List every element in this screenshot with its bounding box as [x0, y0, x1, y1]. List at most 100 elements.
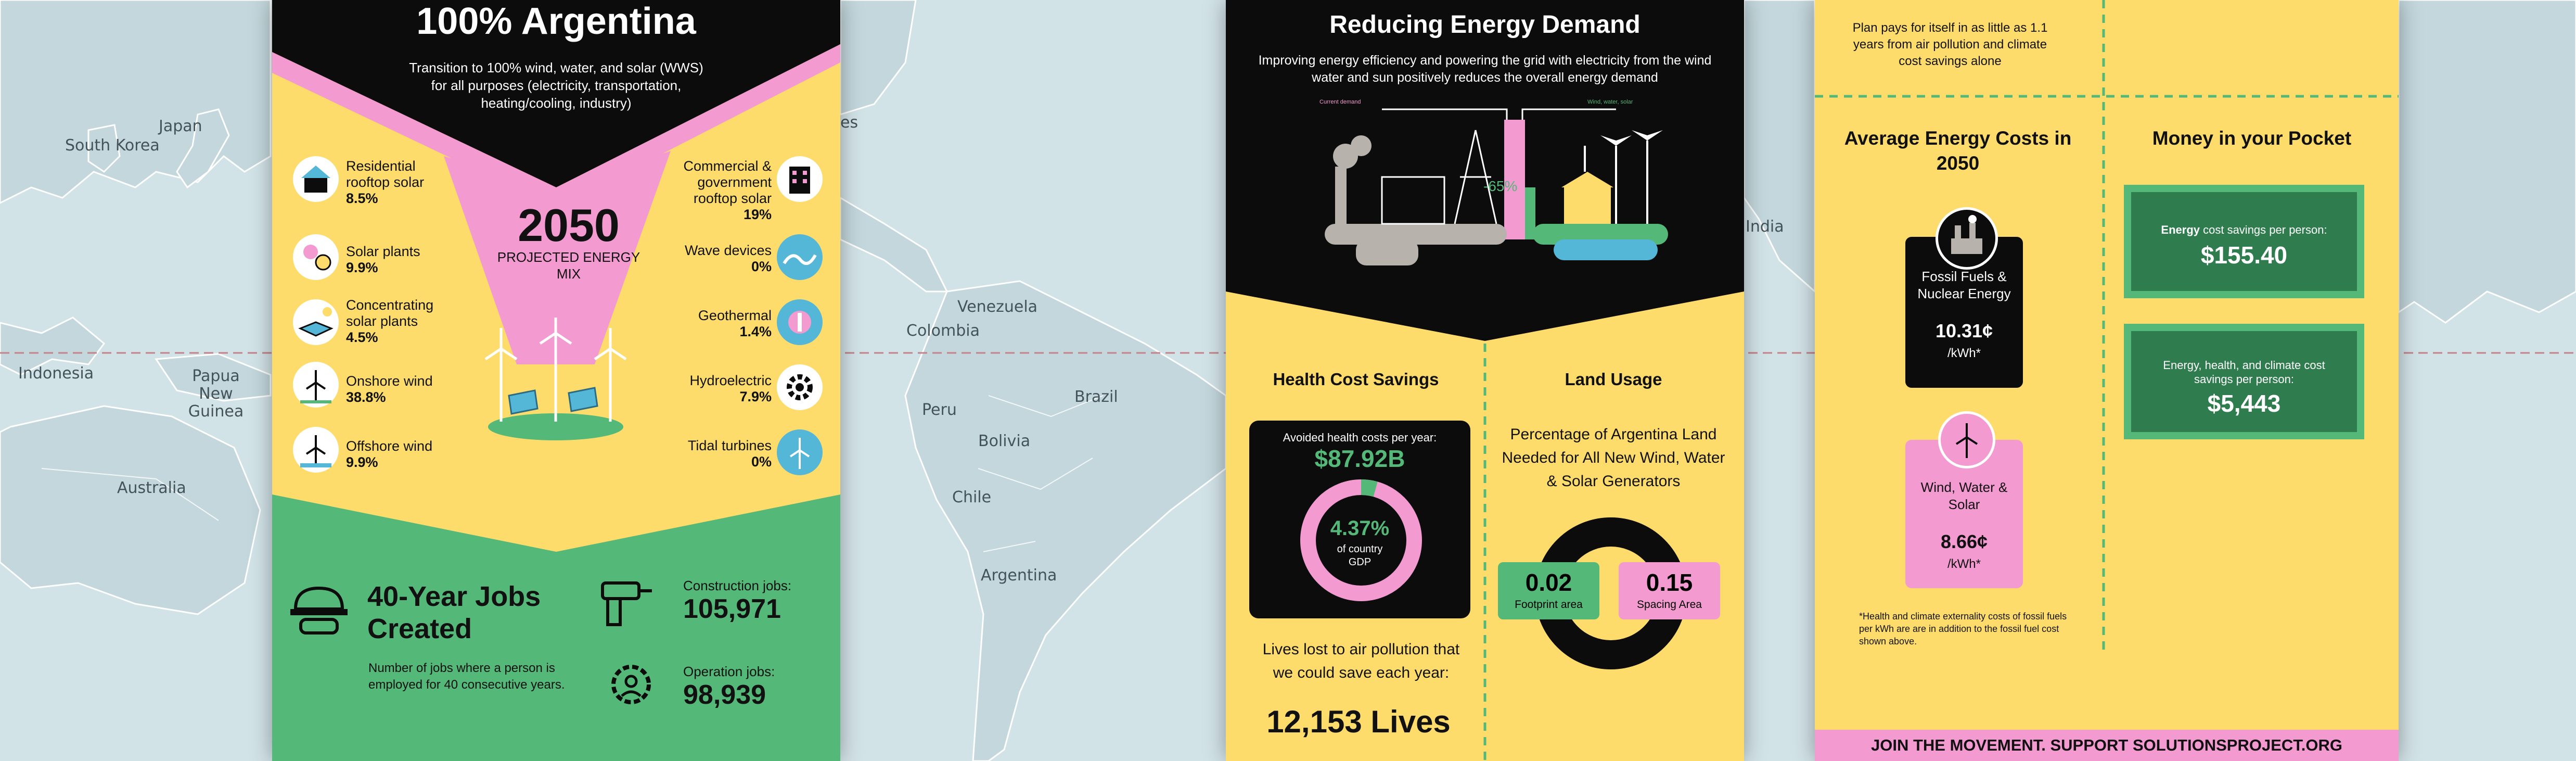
mix-item-commercial-rooftop-solar: Commercial & government rooftop solar 19%: [668, 156, 824, 222]
wind-turbine-icon: [1938, 411, 1995, 468]
map-label-es: es: [840, 113, 858, 132]
geothermal-icon: [777, 299, 823, 345]
item-value: 8.5%: [346, 191, 378, 206]
jobs-created-title: 40-Year Jobs Created: [367, 581, 541, 644]
mix-item-wave-devices: Wave devices 0%: [668, 234, 824, 284]
mix-item-residential-rooftop-solar: Residential rooftop solar 8.5%: [293, 156, 449, 206]
avoided-costs-value: $87.92B: [1314, 445, 1405, 472]
energy-demand-illustration: [1325, 108, 1668, 265]
cost-footnote: *Health and climate externality costs of…: [1859, 611, 2067, 646]
item-label: Offshore wind: [346, 438, 433, 454]
gdp-ring-chart: [1300, 479, 1422, 601]
payback-text: Plan pays for itself in as little as 1.1…: [1852, 21, 2048, 68]
mix-item-onshore-wind: Onshore wind 38.8%: [293, 362, 449, 411]
item-value: 19%: [743, 207, 772, 222]
gdp-label: of country GDP: [1337, 543, 1383, 568]
energy-savings-bold: Energy: [2161, 223, 2200, 236]
footprint-area-box: 0.02 Footprint area: [1498, 562, 1599, 619]
wind-solar-illustration: [484, 318, 627, 440]
construction-jobs-label: Construction jobs:: [683, 578, 792, 593]
africa-fragment: [839, 0, 917, 116]
map-label-papua-new-guinea: Papua New Guinea: [188, 367, 244, 421]
average-costs-heading: Average Energy Costs in 2050: [1844, 128, 2072, 174]
total-savings-value: $5,443: [2207, 390, 2281, 417]
legend-current-demand: Current demand: [1319, 99, 1361, 105]
avoided-costs-label: Avoided health costs per year:: [1283, 431, 1437, 444]
concentrating-solar-icon: [293, 299, 339, 345]
item-value: 38.8%: [346, 389, 386, 405]
projected-mix-year: 2050: [518, 199, 620, 251]
map-label-indonesia: Indonesia: [18, 364, 94, 383]
item-label: Hydroelectric: [689, 373, 772, 388]
indonesia-islands: [0, 316, 106, 376]
projected-mix-label: PROJECTED ENERGY MIX: [497, 249, 640, 282]
operation-gear-person-icon: [611, 665, 651, 704]
mix-item-hydroelectric: Hydroelectric 7.9%: [668, 364, 824, 414]
land-usage-heading: Land Usage: [1565, 370, 1662, 389]
operation-jobs-label: Operation jobs:: [683, 664, 775, 679]
map-label-venezuela: Venezuela: [957, 298, 1038, 316]
fossil-value: 10.31¢: [1935, 320, 1993, 341]
commercial-building-icon: [777, 156, 823, 202]
reducing-energy-demand-panel: Reducing Energy Demand Improving energy …: [1226, 0, 1744, 761]
mix-item-tidal-turbines: Tidal turbines 0%: [668, 429, 824, 479]
spacing-area-box: 0.15 Spacing Area: [1619, 562, 1720, 619]
energy-savings-card: Energy cost savings per person: $155.40: [2124, 185, 2364, 298]
factory-icon: [1936, 207, 1998, 270]
spacing-label: Spacing Area: [1637, 599, 1702, 611]
footprint-value: 0.02: [1525, 569, 1572, 596]
item-label: Wave devices: [684, 243, 772, 258]
japan-island: [176, 108, 230, 189]
central-america: [839, 196, 949, 293]
map-label-india: India: [1746, 218, 1784, 236]
map-label-peru: Peru: [922, 401, 957, 419]
lives-lost-text: Lives lost to air pollution that we coul…: [1262, 641, 1460, 681]
asia-right: [2398, 0, 2576, 324]
item-label: Commercial & government rooftop solar: [683, 158, 772, 206]
panel3-dividers: [1815, 0, 2399, 656]
item-label: Solar plants: [346, 244, 420, 259]
panel1-subtitle: Transition to 100% wind, water, and sola…: [409, 60, 703, 111]
south-america: [904, 280, 1227, 761]
drill-icon: [601, 581, 652, 626]
item-value: 0%: [751, 259, 772, 274]
item-value: 9.9%: [346, 260, 378, 275]
legend-wws: Wind, water, solar: [1587, 99, 1633, 105]
map-label-south-korea: South Korea: [65, 136, 160, 155]
operation-jobs-value: 98,939: [683, 680, 766, 710]
india-region: [1743, 0, 1816, 294]
fossil-label: Fossil Fuels & Nuclear Energy: [1917, 269, 2011, 301]
map-label-colombia: Colombia: [906, 322, 980, 340]
item-label: Residential rooftop solar: [346, 158, 425, 190]
energy-savings-label: cost savings per person:: [2200, 223, 2327, 236]
map-label-brazil: Brazil: [1074, 388, 1118, 406]
fossil-unit: /kWh*: [1947, 346, 1981, 360]
item-label: Tidal turbines: [687, 438, 772, 453]
papua-new-guinea: [155, 353, 272, 402]
mix-item-offshore-wind: Offshore wind 9.9%: [293, 427, 449, 476]
panel2-subtitle: Improving energy efficiency and powering…: [1258, 53, 1712, 85]
demand-reduction-percent: -65%: [1483, 178, 1518, 194]
offshore-wind-icon: [293, 427, 339, 473]
energy-costs-panel: Plan pays for itself in as little as 1.1…: [1815, 0, 2399, 761]
map-label-argentina: Argentina: [981, 566, 1057, 585]
jobs-description: Number of jobs where a person is employe…: [368, 661, 565, 692]
mix-item-geothermal: Geothermal 1.4%: [668, 299, 824, 349]
hard-hat-worker-icon: [290, 586, 348, 635]
hydro-gear-icon: [777, 364, 823, 410]
item-label: Onshore wind: [346, 373, 433, 389]
construction-jobs-value: 105,971: [683, 594, 781, 624]
solar-plant-icon: [293, 234, 339, 280]
map-label-bolivia: Bolivia: [978, 432, 1031, 450]
australia: [0, 405, 261, 615]
item-label: Concentrating solar plants: [346, 297, 434, 329]
mix-item-solar-plants: Solar plants 9.9%: [293, 234, 449, 284]
total-savings-card: Energy, health, and climate cost savings…: [2124, 324, 2364, 439]
gdp-percent: 4.37%: [1330, 517, 1390, 540]
korea-peninsula: [87, 124, 121, 173]
lives-saved-value: 12,153 Lives: [1266, 704, 1451, 739]
panel2-title: Reducing Energy Demand: [1329, 11, 1641, 39]
join-movement-banner[interactable]: JOIN THE MOVEMENT. SUPPORT SOLUTIONSPROJ…: [1815, 730, 2399, 761]
tidal-turbine-icon: [777, 429, 823, 475]
panel1-title: 100% Argentina: [416, 1, 696, 42]
